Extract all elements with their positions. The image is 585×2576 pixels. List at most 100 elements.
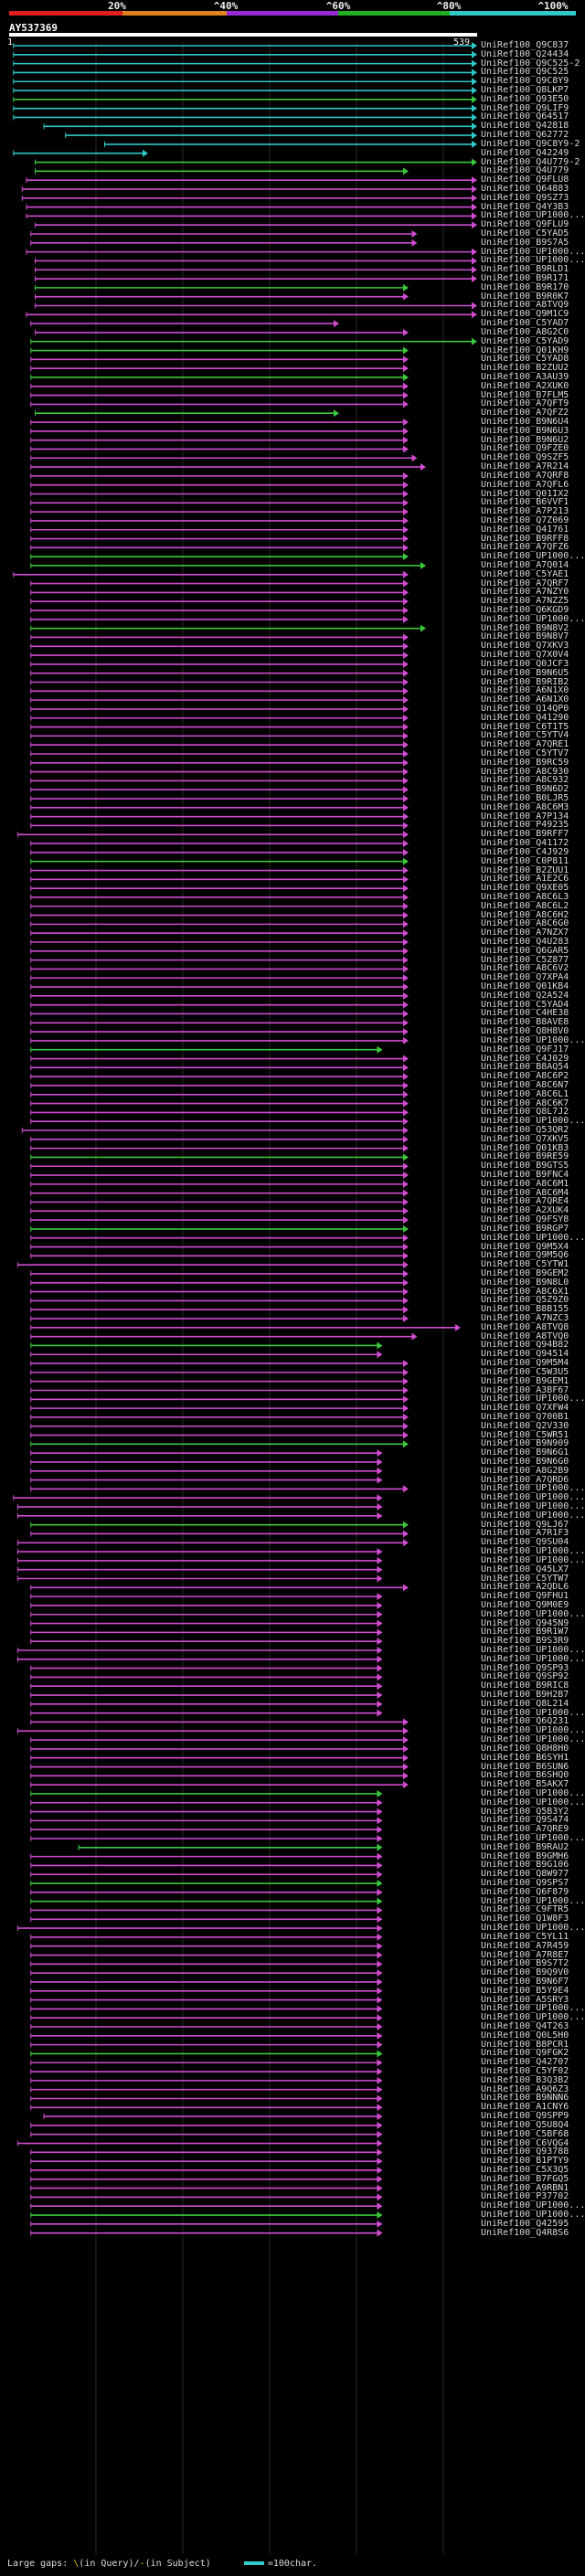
hit-label-link[interactable]: UniRef100_C5BF68: [481, 2128, 569, 2139]
hit-label-link[interactable]: UniRef100_Q94B82: [481, 1340, 569, 1351]
hit-label-link[interactable]: UniRef100_Q4U779-2: [481, 156, 580, 167]
hit-label-link[interactable]: UniRef100_C5YAD5: [481, 228, 569, 239]
hit-label-link[interactable]: UniRef100_Q7XKV5: [481, 1133, 569, 1144]
hit-label-link[interactable]: UniRef100_UP1000...: [481, 613, 585, 624]
hit-label-link[interactable]: UniRef100_C4J029: [481, 1053, 569, 1064]
hit-label-link[interactable]: UniRef100_Q9FJ17: [481, 1044, 569, 1055]
hit-label-link[interactable]: UniRef100_Q8L7J2: [481, 1107, 569, 1118]
hit-label-link[interactable]: UniRef100_Q5B3Y2: [481, 1806, 569, 1817]
hit-label-link[interactable]: UniRef100_C5YTW1: [481, 1259, 569, 1270]
hit-label-link[interactable]: UniRef100_A7R459: [481, 1940, 569, 1951]
hit-label-link[interactable]: UniRef100_B9N8V7: [481, 631, 569, 642]
hit-label-link[interactable]: UniRef100_Q4Y3B3: [481, 201, 569, 212]
hit-label-link[interactable]: UniRef100_A8C6V2: [481, 963, 569, 974]
hit-label-link[interactable]: UniRef100_UP1000...: [481, 1554, 585, 1565]
hit-label-link[interactable]: UniRef100_A8C6M3: [481, 801, 569, 812]
hit-label-link[interactable]: UniRef100_Q9FGK2: [481, 2048, 569, 2059]
hit-label-link[interactable]: UniRef100_Q41761: [481, 524, 569, 535]
hit-label-link[interactable]: UniRef100_UP1000...: [481, 255, 585, 266]
hit-label-link[interactable]: UniRef100_A8TVQ0: [481, 1330, 569, 1341]
hit-label-link[interactable]: UniRef100_B5Y9E4: [481, 1985, 569, 1996]
hit-label-link[interactable]: UniRef100_B6SUN6: [481, 1761, 569, 1772]
hit-label-link[interactable]: UniRef100_UP1000...: [481, 1492, 585, 1503]
hit-label-link[interactable]: UniRef100_B9S3R9: [481, 1636, 569, 1647]
hit-label-link[interactable]: UniRef100_B9RE59: [481, 1151, 569, 1162]
hit-label-link[interactable]: UniRef100_A7NZZ5: [481, 596, 569, 607]
hit-label-link[interactable]: UniRef100_B5AKX7: [481, 1779, 569, 1790]
hit-label-link[interactable]: UniRef100_B9R0K7: [481, 291, 569, 302]
hit-label-link[interactable]: UniRef100_C6T1T5: [481, 721, 569, 732]
hit-label-link[interactable]: UniRef100_B9R171: [481, 273, 569, 284]
hit-label-link[interactable]: UniRef100_C5YAE1: [481, 568, 569, 579]
hit-label-link[interactable]: UniRef100_B6SYH1: [481, 1752, 569, 1763]
hit-label-link[interactable]: UniRef100_B9GTS5: [481, 1161, 569, 1171]
hit-label-link[interactable]: UniRef100_Q9C525-2: [481, 58, 580, 69]
hit-label-link[interactable]: UniRef100_B9RFF7: [481, 829, 569, 840]
hit-label-link[interactable]: UniRef100_B9RAU2: [481, 1841, 569, 1852]
hit-label-link[interactable]: UniRef100_B9S7T2: [481, 1958, 569, 1969]
hit-label-link[interactable]: UniRef100_A8G2C0: [481, 326, 569, 337]
hit-label-link[interactable]: UniRef100_B8AVE8: [481, 1017, 569, 1028]
hit-label-link[interactable]: UniRef100_Q9FZE0: [481, 443, 569, 454]
hit-label-link[interactable]: UniRef100_Q6KGD9: [481, 605, 569, 616]
hit-label-link[interactable]: UniRef100_B9GMH6: [481, 1850, 569, 1861]
hit-label-link[interactable]: UniRef100_Q9C8Y9: [481, 76, 569, 87]
hit-label-link[interactable]: UniRef100_A7P213: [481, 506, 569, 517]
hit-label-link[interactable]: UniRef100_Q8H8V0: [481, 1026, 569, 1037]
hit-label-link[interactable]: UniRef100_B9N8L0: [481, 1277, 569, 1288]
hit-label-link[interactable]: UniRef100_B8B155: [481, 1304, 569, 1315]
hit-label-link[interactable]: UniRef100_Q7Z069: [481, 514, 569, 525]
hit-label-link[interactable]: UniRef100_UP1000...: [481, 1797, 585, 1807]
hit-label-link[interactable]: UniRef100_UP1000...: [481, 1787, 585, 1798]
hit-label-link[interactable]: UniRef100_Q9M5M4: [481, 1358, 569, 1369]
hit-label-link[interactable]: UniRef100_Q9C837: [481, 40, 569, 50]
hit-label-link[interactable]: UniRef100_A7QRE1: [481, 739, 569, 750]
hit-label-link[interactable]: UniRef100_A2XUK4: [481, 1205, 569, 1216]
hit-label-link[interactable]: UniRef100_C5Z877: [481, 954, 569, 965]
hit-label-link[interactable]: UniRef100_B9R170: [481, 281, 569, 292]
hit-label-link[interactable]: UniRef100_Q9M5Q6: [481, 1250, 569, 1261]
hit-label-link[interactable]: UniRef100_A8C6L2: [481, 900, 569, 911]
hit-label-link[interactable]: UniRef100_Q1W8F3: [481, 1913, 569, 1924]
hit-label-link[interactable]: UniRef100_B9FNC4: [481, 1170, 569, 1181]
hit-label-link[interactable]: UniRef100_Q2V330: [481, 1420, 569, 1431]
hit-label-link[interactable]: UniRef100_Q6Q231: [481, 1716, 569, 1727]
hit-label-link[interactable]: UniRef100_A7NZX7: [481, 928, 569, 938]
hit-label-link[interactable]: UniRef100_Q700B1: [481, 1411, 569, 1422]
hit-label-link[interactable]: UniRef100_A8C6X1: [481, 1286, 569, 1297]
hit-label-link[interactable]: UniRef100_Q7XKV3: [481, 641, 569, 652]
hit-label-link[interactable]: UniRef100_Q0JCF3: [481, 658, 569, 669]
hit-label-link[interactable]: UniRef100_A7QRD6: [481, 1474, 569, 1485]
hit-label-link[interactable]: UniRef100_B9N6D2: [481, 784, 569, 795]
hit-label-link[interactable]: UniRef100_Q9SZF5: [481, 452, 569, 463]
hit-label-link[interactable]: UniRef100_Q9LJ67: [481, 1519, 569, 1530]
hit-label-link[interactable]: UniRef100_Q5Z9Z0: [481, 1295, 569, 1306]
hit-label-link[interactable]: UniRef100_B9G106: [481, 1860, 569, 1871]
hit-label-link[interactable]: UniRef100_A7Q014: [481, 559, 569, 570]
hit-label-link[interactable]: UniRef100_Q9SZ73: [481, 192, 569, 203]
hit-label-link[interactable]: UniRef100_C5YF02: [481, 2066, 569, 2077]
hit-label-link[interactable]: UniRef100_A9Q6Z3: [481, 2083, 569, 2094]
hit-label-link[interactable]: UniRef100_B9N6G0: [481, 1456, 569, 1467]
hit-label-link[interactable]: UniRef100_UP1000...: [481, 1725, 585, 1736]
hit-label-link[interactable]: UniRef100_B9S7A5: [481, 237, 569, 248]
hit-label-link[interactable]: UniRef100_C0P811: [481, 855, 569, 866]
hit-label-link[interactable]: UniRef100_A8C6M4: [481, 1187, 569, 1198]
hit-label-link[interactable]: UniRef100_Q2A524: [481, 990, 569, 1001]
hit-label-link[interactable]: UniRef100_C4HE38: [481, 1008, 569, 1019]
hit-label-link[interactable]: UniRef100_UP1000...: [481, 1833, 585, 1843]
hit-label-link[interactable]: UniRef100_Q9FLU9: [481, 219, 569, 230]
hit-label-link[interactable]: UniRef100_B9N6U5: [481, 667, 569, 678]
hit-label-link[interactable]: UniRef100_UP1000...: [481, 1116, 585, 1127]
hit-label-link[interactable]: UniRef100_UP1000...: [481, 1734, 585, 1745]
hit-label-link[interactable]: UniRef100_Q01KH9: [481, 345, 569, 355]
hit-label-link[interactable]: UniRef100_B9RFF8: [481, 533, 569, 544]
hit-label-link[interactable]: UniRef100_Q01IX2: [481, 488, 569, 499]
hit-label-link[interactable]: UniRef100_UP1000...: [481, 1644, 585, 1655]
hit-label-link[interactable]: UniRef100_B9NNN6: [481, 2093, 569, 2104]
hit-label-link[interactable]: UniRef100_Q93E50: [481, 93, 569, 104]
hit-label-link[interactable]: UniRef100_C5YAD7: [481, 318, 569, 329]
hit-label-link[interactable]: UniRef100_UP1000...: [481, 2200, 585, 2211]
hit-label-link[interactable]: UniRef100_A8C932: [481, 775, 569, 786]
hit-label-link[interactable]: UniRef100_Q8LKP7: [481, 85, 569, 96]
